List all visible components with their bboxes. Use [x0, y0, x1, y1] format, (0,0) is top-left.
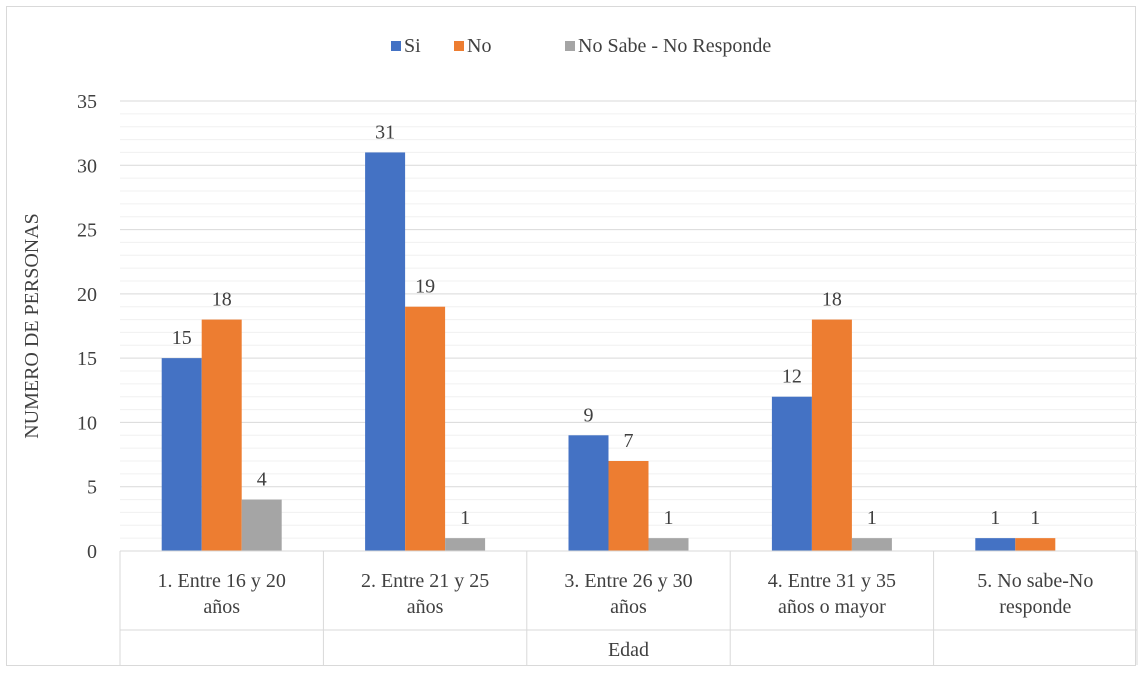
- legend-label: No: [467, 35, 491, 57]
- y-tick-label: 25: [77, 220, 97, 242]
- x-tick-label: 5. No sabe-No: [977, 570, 1093, 592]
- data-label: 7: [624, 430, 634, 452]
- x-tick-label: años: [610, 596, 647, 618]
- bars: [161, 152, 1056, 551]
- x-tick-label: 3. Entre 26 y 30: [564, 570, 692, 592]
- bar: [405, 306, 446, 551]
- legend: Si No No Sabe - No Responde: [391, 35, 771, 57]
- x-tick-label: 2. Entre 21 y 25: [361, 570, 489, 592]
- bar: [201, 319, 242, 551]
- x-tick-label: años: [203, 596, 240, 618]
- legend-swatch: [454, 41, 464, 51]
- data-label: 1: [990, 507, 1000, 529]
- data-label: 1: [664, 507, 674, 529]
- legend-label: Si: [404, 35, 421, 57]
- data-label: 31: [375, 121, 395, 143]
- bar: [365, 152, 406, 551]
- bar: [851, 538, 892, 551]
- data-label: 1: [867, 507, 877, 529]
- y-tick-label: 15: [77, 348, 97, 370]
- legend-label: No Sabe - No Responde: [578, 35, 771, 57]
- x-axis-title: Edad: [608, 639, 649, 661]
- data-label: 15: [172, 327, 192, 349]
- bar: [771, 396, 812, 551]
- data-label: 18: [822, 289, 842, 311]
- bar: [445, 538, 486, 551]
- chart-frame: [6, 6, 1136, 666]
- bar: [811, 319, 852, 551]
- bar: [608, 461, 649, 551]
- bar: [1015, 538, 1056, 551]
- data-label: 4: [257, 469, 267, 491]
- data-label: 9: [584, 404, 594, 426]
- bar: [648, 538, 689, 551]
- x-tick-label: 4. Entre 31 y 35: [768, 570, 896, 592]
- y-tick-label: 30: [77, 155, 97, 177]
- bar: [161, 358, 202, 551]
- y-axis-ticks: 0 5 10 15 20 25 30 35: [77, 91, 97, 563]
- bar: [241, 499, 282, 551]
- y-tick-label: 10: [77, 412, 97, 434]
- x-tick-label: años: [407, 596, 444, 618]
- data-label: 12: [782, 366, 802, 388]
- y-tick-label: 35: [77, 91, 97, 113]
- bar: [975, 538, 1016, 551]
- legend-swatch: [565, 41, 575, 51]
- legend-swatch: [391, 41, 401, 51]
- y-tick-label: 5: [87, 477, 97, 499]
- x-tick-label: años o mayor: [778, 596, 886, 618]
- bar: [568, 435, 609, 551]
- y-tick-label: 0: [87, 541, 97, 563]
- y-axis-title: NUMERO DE PERSONAS: [21, 213, 43, 439]
- y-tick-label: 20: [77, 284, 97, 306]
- x-axis: 1. Entre 16 y 20 años 2. Entre 21 y 25 años…: [119, 550, 1138, 665]
- data-label: 19: [415, 276, 435, 298]
- x-tick-label: 1. Entre 16 y 20: [158, 570, 286, 592]
- data-label: 1: [460, 507, 470, 529]
- data-label: 18: [212, 289, 232, 311]
- data-label: 1: [1030, 507, 1040, 529]
- x-tick-label: responde: [999, 596, 1071, 618]
